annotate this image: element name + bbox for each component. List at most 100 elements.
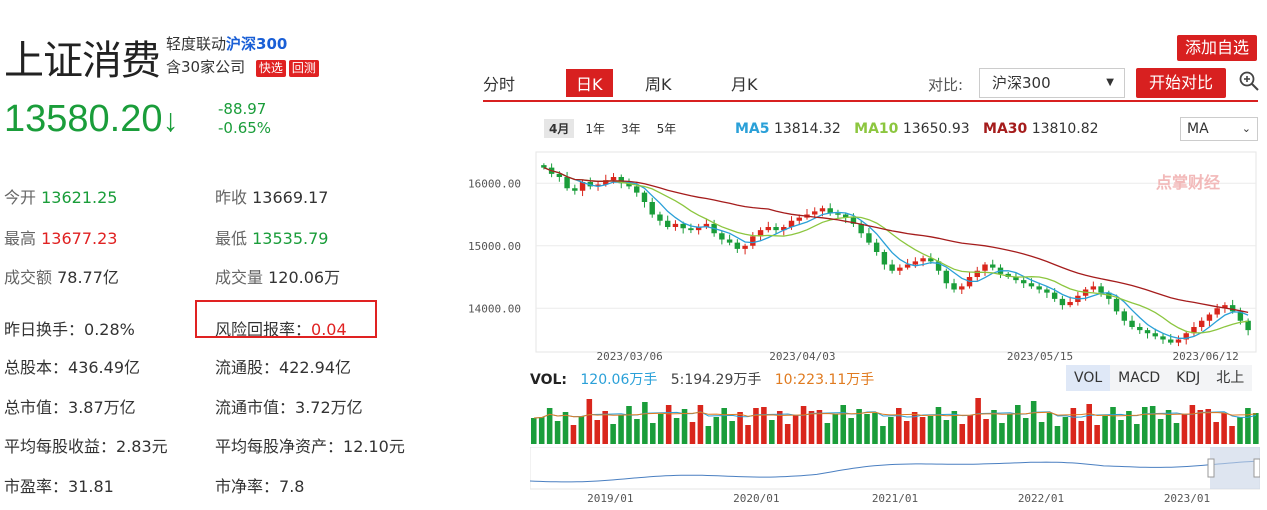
stat-item: 最低 13535.79: [215, 225, 328, 249]
navigator-handle-right[interactable]: [1253, 458, 1260, 478]
zoom-in-icon[interactable]: [1238, 70, 1260, 96]
period-tab-5y[interactable]: 5年: [656, 122, 677, 136]
stat-label: 成交额: [4, 268, 53, 287]
stat-item: 最高 13677.23: [4, 225, 117, 249]
volume-bar: [618, 415, 624, 444]
navigator-handle-left[interactable]: [1207, 458, 1215, 478]
tab-weekly-k[interactable]: 周K: [645, 75, 672, 94]
candle-body: [928, 258, 934, 262]
volume-bar: [1094, 425, 1100, 444]
ma5-value: 13814.32: [773, 121, 841, 137]
candle-body: [951, 283, 957, 290]
candle-body: [688, 228, 694, 231]
period-tab-4m[interactable]: 4月: [544, 119, 575, 138]
candle-body: [1028, 283, 1035, 287]
volume-bar: [951, 411, 958, 444]
candle-body: [990, 264, 996, 268]
volume-bar: [610, 424, 616, 444]
volume-bar: [697, 405, 704, 444]
indicator-select[interactable]: MA ⌄: [1180, 117, 1258, 141]
stat-item: 总市值：3.87万亿: [4, 394, 136, 418]
candle-body: [827, 208, 833, 214]
volume-bar: [1054, 426, 1061, 444]
add-watchlist-button[interactable]: 添加自选: [1177, 35, 1257, 61]
candle-body: [1245, 320, 1251, 331]
period-tab-3y[interactable]: 3年: [621, 122, 641, 136]
volume-bar: [1038, 422, 1045, 444]
volume-bar: [554, 421, 561, 444]
volume-bar: [792, 415, 799, 444]
candle-body: [1051, 292, 1058, 299]
period-tab-1y[interactable]: 1年: [585, 122, 605, 136]
candle-body: [657, 214, 663, 221]
ma-legend: MA5 13814.32 MA10 13650.93 MA30 13810.82: [735, 121, 1099, 137]
macd-button[interactable]: MACD: [1118, 370, 1161, 386]
volume-bar: [888, 417, 894, 444]
linkage-index-link[interactable]: 沪深300: [226, 35, 288, 53]
volume-bar: [657, 414, 664, 444]
north-flow-button[interactable]: 北上: [1216, 370, 1245, 386]
candle-body: [1129, 320, 1135, 327]
companies-count: 含30家公司: [166, 58, 246, 76]
stat-item: 风险回报率：0.04: [215, 316, 347, 340]
volume-bar: [546, 408, 553, 444]
volume-bar: [737, 412, 743, 444]
volume-bar: [991, 410, 997, 444]
navigator-frame: [530, 447, 1260, 490]
candle-body: [726, 239, 733, 243]
candlestick-chart[interactable]: 16000.00 15000.00 14000.00 2023/03/06 2023/0…: [466, 148, 1266, 366]
chevron-down-icon: ⌄: [1241, 122, 1251, 135]
candle-body: [1198, 320, 1205, 327]
candle-body: [1229, 305, 1236, 312]
vol-button[interactable]: VOL: [1066, 365, 1111, 391]
fast-select-tag[interactable]: 快选: [255, 60, 286, 77]
volume-bar: [911, 412, 918, 444]
volume-bar: [999, 423, 1005, 444]
candle-body: [858, 223, 864, 234]
volume-bar: [776, 411, 783, 444]
candle-body: [881, 252, 888, 265]
tab-daily-k[interactable]: 日K: [566, 69, 613, 97]
candle-body: [1020, 280, 1027, 284]
vol-ma5: 5:194.29万手: [670, 372, 762, 388]
candle-body: [634, 186, 640, 193]
overview-x-tick-label: 2023/01: [1164, 492, 1210, 505]
candle-body: [1137, 327, 1143, 331]
candle-body: [935, 261, 942, 271]
candle-body: [1191, 327, 1197, 334]
volume-bar: [1062, 417, 1069, 444]
candle-body: [695, 227, 702, 231]
stat-value: 13621.25: [36, 188, 118, 207]
candle-body: [1237, 311, 1244, 321]
compare-select[interactable]: 沪深300 ▼: [979, 68, 1125, 98]
tab-fenshi[interactable]: 分时: [483, 75, 516, 94]
stat-item: 昨收 13669.17: [215, 184, 328, 208]
highlight-box: [195, 300, 377, 338]
tab-underline: [483, 100, 1258, 102]
backtest-tag[interactable]: 回测: [288, 60, 319, 77]
stat-value: 0.04: [311, 320, 347, 339]
linkage-info: 轻度联动沪深300: [166, 33, 287, 54]
ma30-value: 13810.82: [1031, 121, 1099, 137]
overview-navigator[interactable]: 2019/01 2020/01 2021/01 2022/01 2023/01: [530, 447, 1260, 507]
stat-label: 平均每股净资产：: [215, 437, 344, 456]
period-tabs: 4月 1年 3年 5年: [544, 118, 687, 138]
candle-body: [672, 223, 679, 227]
kdj-button[interactable]: KDJ: [1176, 370, 1201, 386]
stat-item: 市盈率：31.81: [4, 473, 114, 497]
volume-bar: [1237, 417, 1243, 444]
index-name: 上证消费: [4, 38, 161, 84]
volume-bar: [745, 425, 751, 444]
stat-label: 总市值：: [4, 398, 69, 417]
volume-bar: [1245, 408, 1251, 444]
candle-body: [734, 242, 741, 249]
volume-bar: [562, 412, 569, 444]
start-compare-button[interactable]: 开始对比: [1136, 68, 1226, 98]
candle-body: [1005, 273, 1011, 277]
stat-value: 13669.17: [247, 188, 329, 207]
stat-value: 31.81: [68, 477, 114, 496]
stat-value: 3.72万亿: [295, 398, 363, 417]
stat-item: 总股本：436.49亿: [4, 354, 140, 378]
volume-bar: [919, 417, 926, 444]
tab-monthly-k[interactable]: 月K: [731, 75, 758, 94]
